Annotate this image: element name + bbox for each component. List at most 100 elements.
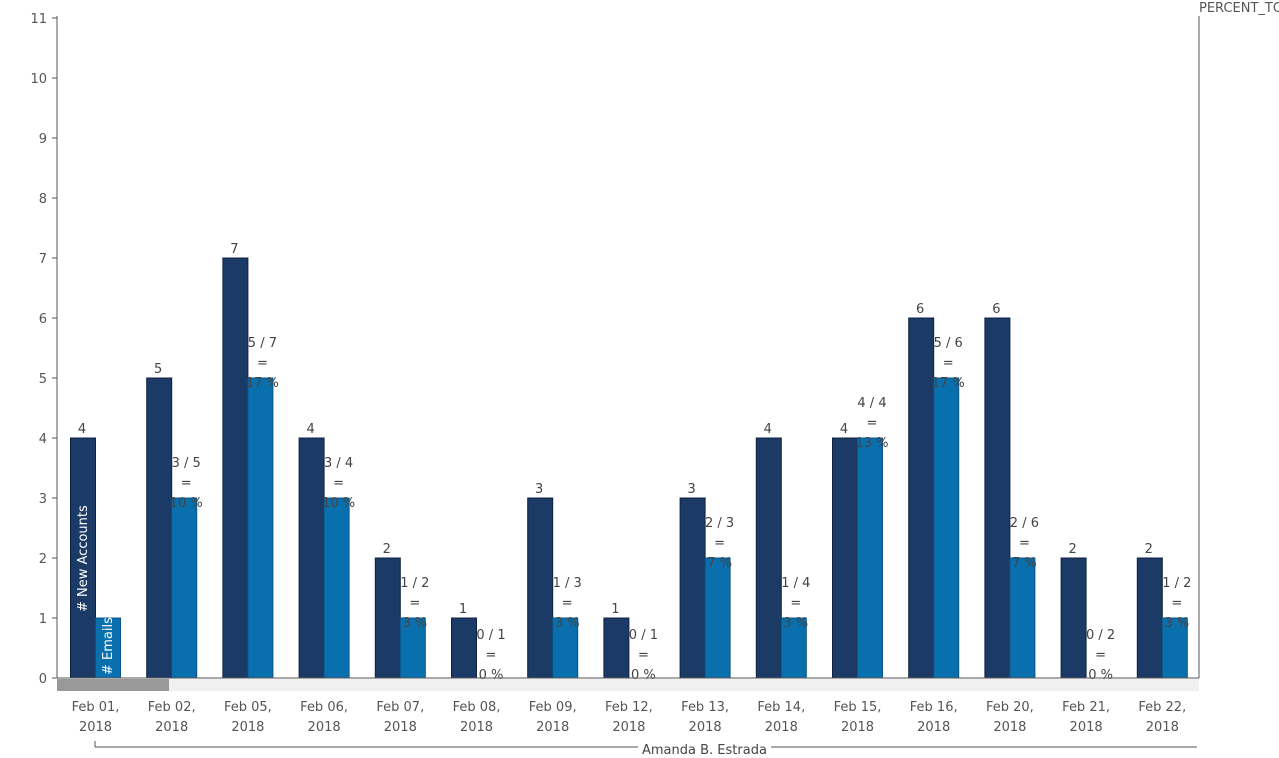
bar-new-accounts <box>984 317 1011 679</box>
y-tick-label: 8 <box>39 192 47 207</box>
data-label-new-accounts: 4 <box>764 422 772 437</box>
data-label-emails: 17 % <box>932 376 965 391</box>
bar-new-accounts <box>451 617 477 679</box>
y-tick-label: 5 <box>39 372 47 387</box>
bar-new-accounts <box>527 497 554 679</box>
data-label-new-accounts: 3 <box>687 482 695 497</box>
bar-new-accounts <box>1136 557 1163 679</box>
bar-new-accounts <box>832 437 858 679</box>
bar-emails <box>247 377 274 679</box>
x-tick-label-year: 2018 <box>155 720 188 735</box>
data-label-emails: 13 % <box>855 436 888 451</box>
data-label-emails: = <box>562 596 573 611</box>
x-tick-label-year: 2018 <box>841 720 874 735</box>
y-tick-label: 4 <box>39 432 47 447</box>
y-tick-label: 9 <box>39 132 47 147</box>
y-tick-label: 6 <box>39 312 47 327</box>
data-label-emails: = <box>943 356 954 371</box>
data-label-emails: 3 % <box>1164 616 1189 631</box>
x-tick-label-year: 2018 <box>231 720 264 735</box>
bar-new-accounts <box>603 617 630 679</box>
x-tick-label-year: 2018 <box>1070 720 1103 735</box>
x-tick-label-year: 2018 <box>765 720 798 735</box>
x-tick-label: Feb 08, <box>453 700 501 715</box>
data-label-new-accounts: 4 <box>78 422 86 437</box>
y-tick-label: 11 <box>30 12 47 27</box>
data-label-emails: 5 / 6 <box>934 336 963 351</box>
x-tick-label: Feb 22, <box>1138 700 1186 715</box>
data-label-emails: = <box>1019 536 1030 551</box>
bar-emails <box>171 497 198 679</box>
bar-new-accounts <box>908 317 935 679</box>
x-tick-label-year: 2018 <box>79 720 112 735</box>
data-label-emails: = <box>790 596 801 611</box>
x-tick-label: Feb 06, <box>300 700 348 715</box>
data-label-emails: 3 % <box>555 616 580 631</box>
y-tick-label: 2 <box>39 552 47 567</box>
x-tick-label: Feb 09, <box>529 700 577 715</box>
bar-emails <box>704 557 731 679</box>
bar-emails <box>323 497 350 679</box>
data-label-emails: 10 % <box>322 496 355 511</box>
data-label-emails: = <box>638 648 649 663</box>
data-label-emails: 2 / 6 <box>1010 516 1039 531</box>
bar-new-accounts <box>679 497 706 679</box>
x-tick-label: Feb 20, <box>986 700 1034 715</box>
data-label-emails: 1 / 2 <box>1162 576 1191 591</box>
x-tick-label: Feb 16, <box>910 700 958 715</box>
data-label-new-accounts: 5 <box>154 362 162 377</box>
data-label-emails: 1 / 2 <box>400 576 429 591</box>
data-label-emails: 7 % <box>707 556 732 571</box>
data-label-new-accounts: 1 <box>611 602 619 617</box>
data-label-emails: 1 / 4 <box>781 576 810 591</box>
bar-emails <box>1009 557 1036 679</box>
x-tick-label: Feb 13, <box>681 700 729 715</box>
data-label-emails: = <box>257 356 268 371</box>
data-label-new-accounts: 4 <box>306 422 314 437</box>
x-tick-label-year: 2018 <box>612 720 645 735</box>
data-label-emails: 17 % <box>246 376 279 391</box>
y-tick-label: 0 <box>39 672 47 687</box>
bar-emails <box>857 437 883 679</box>
data-label-emails: = <box>867 416 878 431</box>
data-label-new-accounts: 6 <box>916 302 924 317</box>
y-tick-label: 10 <box>30 72 47 87</box>
x-tick-label: Feb 05, <box>224 700 272 715</box>
data-label-emails: 2 / 3 <box>705 516 734 531</box>
data-label-emails: = <box>486 648 497 663</box>
data-label-emails: 10 % <box>170 496 203 511</box>
data-label-emails: 0 / 1 <box>476 628 505 643</box>
x-tick-label-year: 2018 <box>1146 720 1179 735</box>
series-label-emails: # Emails <box>101 617 116 675</box>
y-tick-label: 3 <box>39 492 47 507</box>
x-tick-label: Feb 02, <box>148 700 196 715</box>
data-label-emails: = <box>1095 648 1106 663</box>
bar-new-accounts <box>1060 557 1087 679</box>
data-label-new-accounts: 2 <box>383 542 391 557</box>
data-label-new-accounts: 3 <box>535 482 543 497</box>
data-label-new-accounts: 6 <box>992 302 1000 317</box>
bar-new-accounts <box>298 437 325 679</box>
x-tick-label-year: 2018 <box>536 720 569 735</box>
data-label-emails: = <box>333 476 344 491</box>
bar-new-accounts <box>755 437 782 679</box>
x-tick-label: Feb 15, <box>834 700 882 715</box>
bar-emails <box>933 377 960 679</box>
data-label-new-accounts: 4 <box>840 422 848 437</box>
data-label-emails: = <box>1171 596 1182 611</box>
data-label-emails: = <box>409 596 420 611</box>
x-tick-label-year: 2018 <box>384 720 417 735</box>
data-label-emails: 5 / 7 <box>248 336 277 351</box>
x-tick-label: Feb 14, <box>757 700 805 715</box>
bar-new-accounts <box>222 257 249 679</box>
x-tick-label: Feb 21, <box>1062 700 1110 715</box>
x-tick-label-year: 2018 <box>993 720 1026 735</box>
scroll-track <box>57 679 1199 691</box>
x-tick-label-year: 2018 <box>689 720 722 735</box>
series-label-new-accounts: # New Accounts <box>76 505 91 612</box>
data-label-emails: 1 / 3 <box>553 576 582 591</box>
y-tick-label: 1 <box>39 612 47 627</box>
data-label-emails: = <box>714 536 725 551</box>
